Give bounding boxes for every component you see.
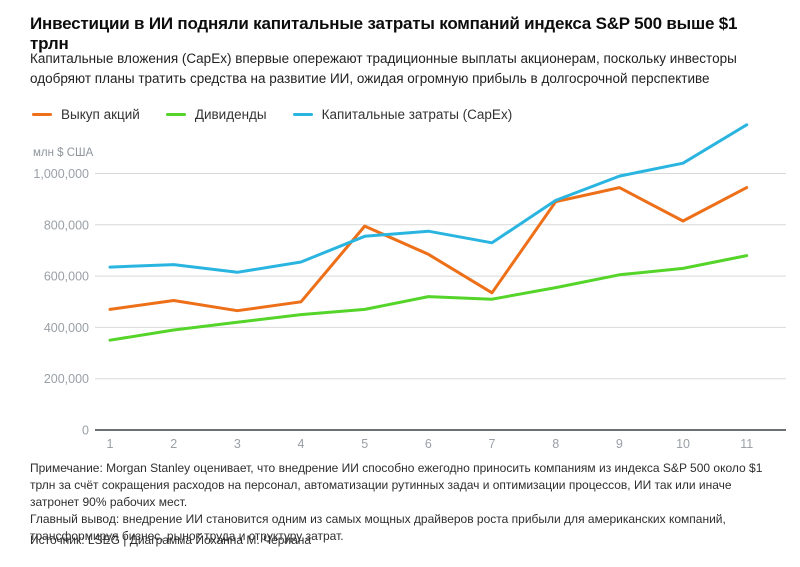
y-tick-label: 400,000 bbox=[44, 321, 89, 335]
source-credit: Источник: LSEG | Диаграмма Йоханна М. Че… bbox=[30, 533, 312, 547]
x-tick-label: 6 bbox=[425, 437, 432, 451]
x-tick-label: 4 bbox=[298, 437, 305, 451]
legend-swatch-icon bbox=[32, 113, 52, 116]
legend-label: Выкуп акций bbox=[61, 107, 140, 122]
chart-footnote: Примечание: Morgan Stanley оценивает, чт… bbox=[30, 460, 778, 545]
y-tick-label: 1,000,000 bbox=[33, 167, 89, 181]
x-tick-label: 11 bbox=[740, 437, 753, 451]
x-tick-label: 5 bbox=[361, 437, 368, 451]
y-axis-unit-label: млн $ США bbox=[33, 147, 94, 159]
series-line-0 bbox=[108, 186, 749, 313]
footnote-conclusion: Главный вывод: внедрение ИИ становится о… bbox=[30, 512, 726, 543]
line-chart: 0 200,000 400,000 600,000 800,000 1,000,000 1 2… bbox=[33, 123, 786, 451]
chart-legend: Выкуп акций Дивиденды Капитальные затраты … bbox=[32, 107, 512, 122]
series-line-1 bbox=[108, 254, 749, 342]
y-tick-label: 600,000 bbox=[44, 270, 89, 284]
page-title: Инвестиции в ИИ подняли капитальные затр… bbox=[30, 14, 738, 53]
legend-item-2: Капитальные затраты (CapEx) bbox=[292, 107, 513, 122]
legend-swatch-icon bbox=[165, 113, 186, 116]
y-tick-label: 200,000 bbox=[44, 372, 89, 386]
x-tick-label: 2 bbox=[170, 437, 177, 451]
chart-subtitle: Капитальные вложения (CapEx) впервые опе… bbox=[30, 51, 737, 86]
x-tick-label: 1 bbox=[107, 437, 114, 451]
legend-label: Дивиденды bbox=[194, 107, 267, 122]
x-tick-label: 8 bbox=[552, 437, 559, 451]
x-tick-label: 7 bbox=[489, 437, 496, 451]
legend-item-1: Дивиденды bbox=[165, 107, 267, 122]
footnote-note: Примечание: Morgan Stanley оценивает, чт… bbox=[30, 461, 763, 509]
legend-item-0: Выкуп акций bbox=[32, 107, 140, 122]
x-tick-label: 10 bbox=[676, 437, 690, 451]
legend-label: Капитальные затраты (CapEx) bbox=[321, 107, 513, 122]
y-tick-label: 800,000 bbox=[44, 218, 89, 232]
x-tick-label: 9 bbox=[616, 437, 623, 451]
x-tick-label: 3 bbox=[234, 437, 241, 451]
legend-swatch-icon bbox=[292, 113, 313, 116]
series-line-2 bbox=[108, 123, 749, 274]
y-tick-label: 0 bbox=[82, 424, 89, 438]
